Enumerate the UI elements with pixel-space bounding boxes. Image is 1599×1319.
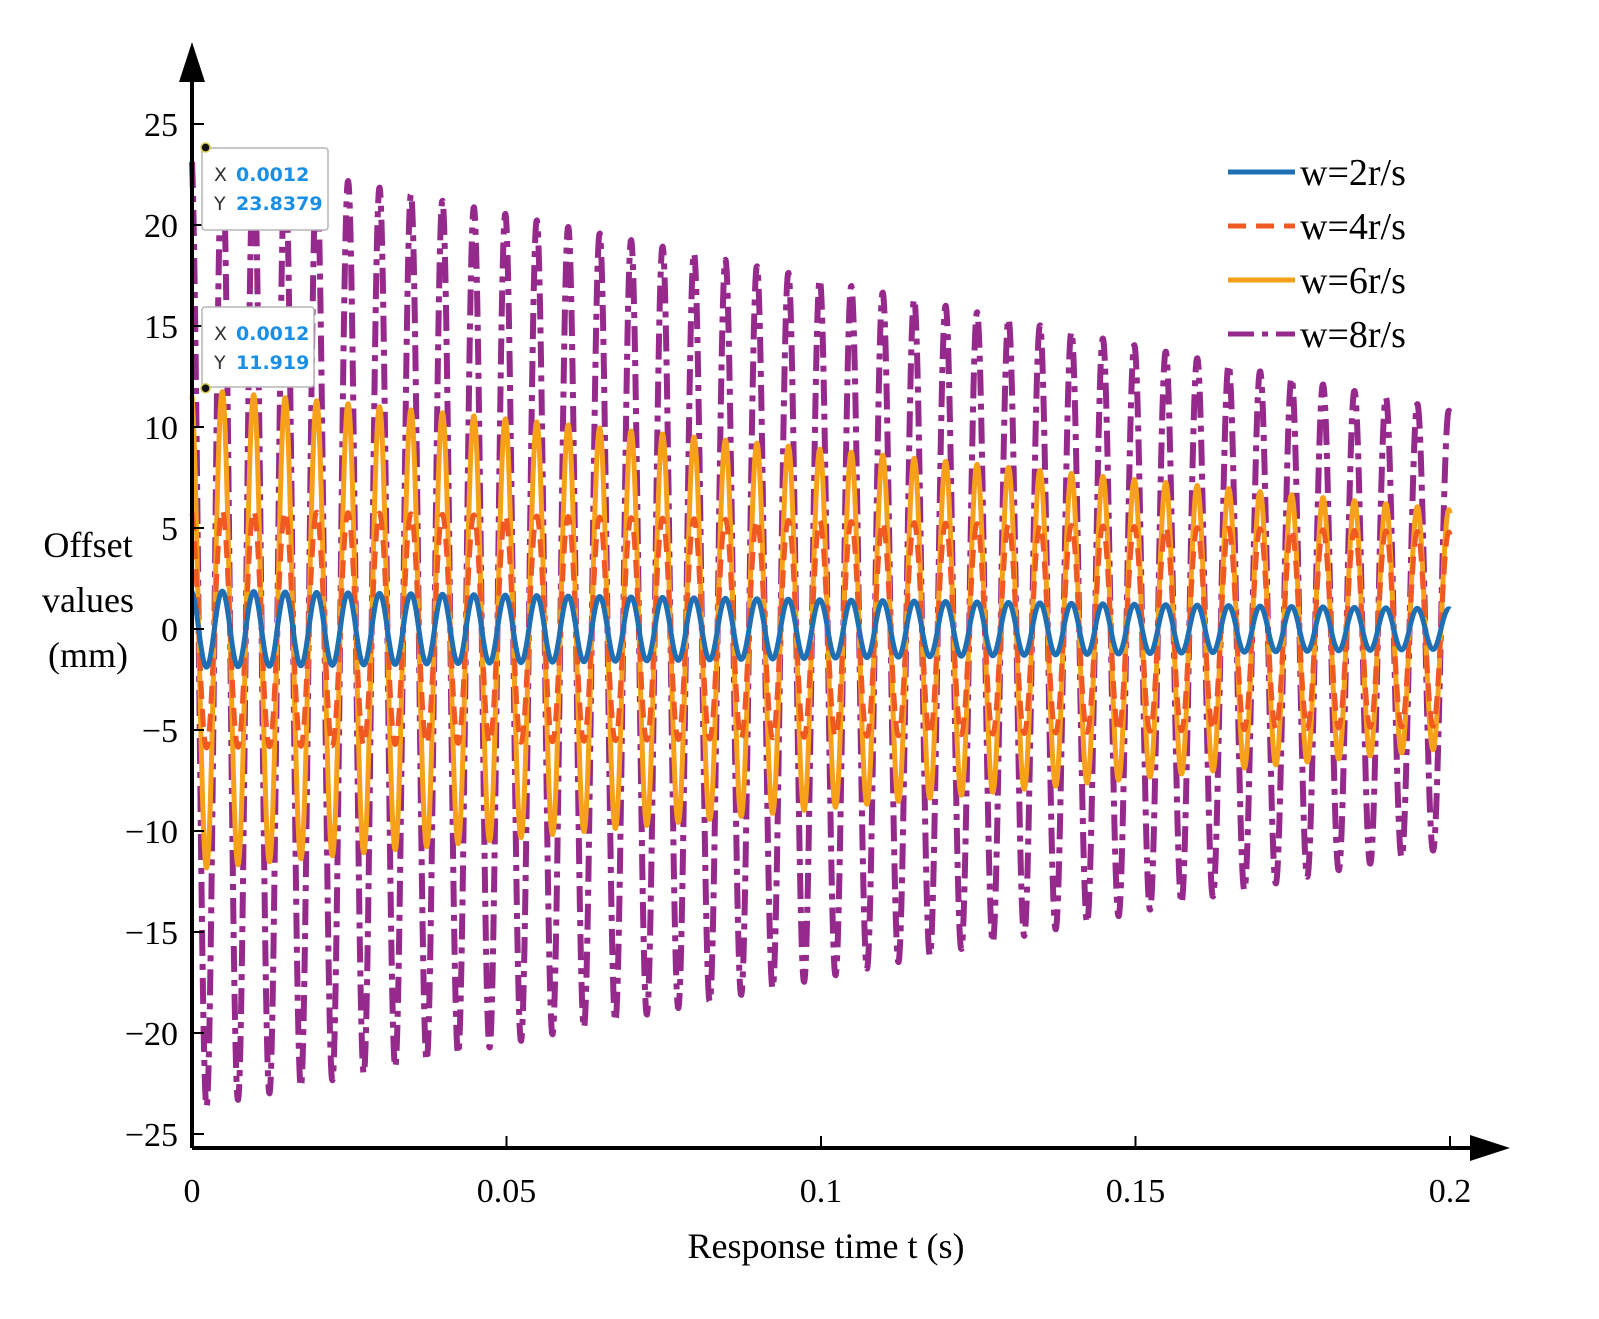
y-tick-label: −20 [125, 1016, 178, 1053]
data-tip: X 0.0012 Y 11.919 [200, 306, 315, 394]
x-tick-label: 0 [184, 1173, 201, 1210]
y-axis-title-line-3: (mm) [48, 635, 128, 675]
y-tick-label: −5 [142, 713, 178, 750]
y-tick-label: 25 [144, 107, 178, 144]
legend-label: w=8r/s [1300, 314, 1406, 356]
data-tip-marker [200, 382, 211, 394]
data-tip-value: 23.8379 [236, 193, 323, 215]
ticks: 0 0.05 0.1 0.15 0.2 25 20 15 10 5 0 −5 −10 −15 −20 −25 [125, 107, 1471, 1210]
y-tick-label: 0 [161, 612, 178, 649]
data-tip-value: 11.919 [236, 352, 309, 374]
y-axis-title-line-2: values [42, 580, 134, 620]
data-tip-box [201, 306, 315, 388]
data-tip-value: 0.0012 [236, 164, 309, 186]
series-line-w-6r-s [189, 389, 1453, 871]
y-tick-label: −10 [125, 814, 178, 851]
legend-label: w=6r/s [1300, 260, 1406, 302]
axes [179, 42, 1510, 1161]
y-tick-label: 20 [144, 208, 178, 245]
series-layer [189, 151, 1453, 1110]
series-line-w-2r-s [189, 588, 1452, 670]
y-tick-label: −25 [125, 1117, 178, 1154]
data-tip-label: Y [213, 352, 226, 374]
x-tick-label: 0.1 [800, 1173, 843, 1210]
data-tip-value: 0.0012 [236, 323, 309, 345]
y-tick-label: 10 [144, 410, 178, 447]
y-axis-title-line-1: Offset [43, 525, 132, 565]
x-tick-label: 0.2 [1429, 1173, 1472, 1210]
x-axis-title: Response time t (s) [688, 1226, 965, 1266]
axis-titles: Response time t (s) Offset values (mm) [42, 525, 964, 1266]
series-line-w-4r-s [189, 507, 1453, 751]
legend-label: w=4r/s [1300, 206, 1406, 248]
x-axis-arrow [1470, 1135, 1510, 1161]
data-tip-marker [200, 142, 211, 153]
data-tip: X 0.0012 Y 23.8379 [200, 142, 329, 231]
data-tips: X 0.0012 Y 23.8379 X 0.0012 Y 11.919 [200, 142, 329, 394]
x-tick-label: 0.15 [1106, 1173, 1166, 1210]
y-tick-label: 5 [161, 511, 178, 548]
series-line-w-8r-s [189, 151, 1453, 1110]
data-tip-label: Y [213, 193, 226, 215]
y-axis-arrow [179, 42, 205, 82]
y-tick-label: 15 [144, 309, 178, 346]
legend: w=2r/s w=4r/s w=6r/s w=8r/s [1228, 152, 1406, 356]
x-tick-label: 0.05 [477, 1173, 537, 1210]
data-tip-box [201, 147, 329, 231]
y-tick-label: −15 [125, 915, 178, 952]
data-tip-label: X [214, 164, 227, 186]
legend-label: w=2r/s [1300, 152, 1406, 194]
data-tip-label: X [214, 323, 227, 345]
